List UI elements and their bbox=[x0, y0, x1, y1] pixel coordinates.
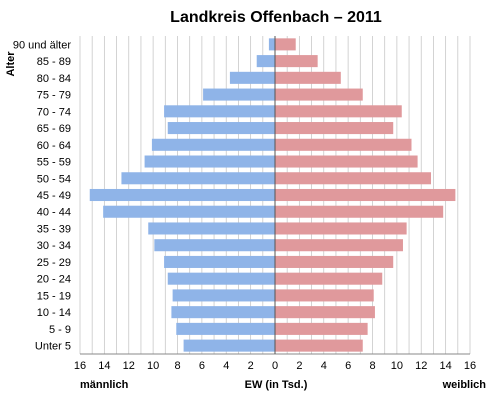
y-tick-label: 20 - 24 bbox=[37, 274, 71, 286]
bar-male bbox=[172, 289, 275, 302]
bar-female bbox=[275, 105, 402, 118]
x-tick-label: 2 bbox=[248, 360, 254, 372]
x-tick-label: 6 bbox=[199, 360, 205, 372]
x-tick-label: 14 bbox=[98, 360, 110, 372]
bar-female bbox=[275, 122, 394, 135]
x-tick-label: 0 bbox=[272, 360, 278, 372]
bar-female bbox=[275, 255, 394, 268]
bar-female bbox=[275, 188, 456, 202]
bar-male bbox=[183, 339, 275, 352]
right-series-label: weiblich bbox=[442, 379, 487, 391]
x-tick-label: 8 bbox=[369, 360, 375, 372]
x-tick-label: 10 bbox=[391, 360, 403, 372]
bar-male bbox=[154, 239, 275, 252]
y-tick-label: 80 - 84 bbox=[37, 73, 71, 85]
bar-male bbox=[164, 255, 275, 268]
bar-male bbox=[148, 222, 275, 235]
y-tick-label: 35 - 39 bbox=[37, 223, 71, 235]
bar-male bbox=[164, 105, 275, 118]
x-axis-label: EW (in Tsd.) bbox=[245, 379, 308, 391]
x-tick-label: 4 bbox=[223, 360, 229, 372]
bar-male bbox=[121, 172, 275, 185]
y-tick-label: 60 - 64 bbox=[37, 140, 71, 152]
bar-female bbox=[275, 289, 374, 302]
y-tick-label: 10 - 14 bbox=[37, 307, 71, 319]
bar-female bbox=[275, 38, 296, 51]
bars-group bbox=[89, 36, 456, 354]
x-tick-labels: 16 14 12 10 8 6 4 2 0 2 4 6 8 10 12 14 16 bbox=[74, 360, 476, 372]
bar-female bbox=[275, 155, 418, 168]
bar-female bbox=[275, 172, 431, 185]
bar-male bbox=[203, 88, 275, 101]
bar-male bbox=[256, 55, 275, 68]
x-tick-label: 4 bbox=[321, 360, 327, 372]
x-tick-label: 12 bbox=[415, 360, 427, 372]
y-tick-label: 30 - 34 bbox=[37, 240, 71, 252]
y-tick-label: 65 - 69 bbox=[37, 123, 71, 135]
bar-female bbox=[275, 222, 407, 235]
bar-female bbox=[275, 272, 383, 285]
y-tick-label: 85 - 89 bbox=[37, 56, 71, 68]
bar-female bbox=[275, 88, 363, 101]
bar-male bbox=[167, 272, 275, 285]
x-tick-label: 16 bbox=[74, 360, 86, 372]
bar-male bbox=[171, 306, 275, 319]
y-tick-label: 45 - 49 bbox=[37, 190, 71, 202]
bar-female bbox=[275, 71, 341, 84]
y-tick-labels: 90 und älter 85 - 89 80 - 84 75 - 79 70 - 74… bbox=[13, 39, 71, 352]
bar-male bbox=[103, 205, 275, 218]
chart-title: Landkreis Offenbach – 2011 bbox=[170, 9, 382, 26]
x-tick-label: 14 bbox=[440, 360, 452, 372]
bar-female bbox=[275, 322, 368, 335]
y-tick-label: 75 - 79 bbox=[37, 90, 71, 102]
left-series-label: männlich bbox=[80, 379, 129, 391]
y-tick-label: 55 - 59 bbox=[37, 157, 71, 169]
y-tick-label: Unter 5 bbox=[35, 341, 71, 353]
x-tick-label: 12 bbox=[123, 360, 135, 372]
y-tick-label: 40 - 44 bbox=[37, 207, 71, 219]
bar-female bbox=[275, 339, 363, 352]
bar-male bbox=[229, 71, 275, 84]
x-tick-label: 10 bbox=[147, 360, 159, 372]
bar-male bbox=[268, 38, 275, 51]
bar-female bbox=[275, 55, 318, 68]
bar-female bbox=[275, 138, 412, 151]
x-tick-label: 16 bbox=[464, 360, 476, 372]
y-tick-label: 70 - 74 bbox=[37, 106, 71, 118]
bar-female bbox=[275, 239, 403, 252]
bar-female bbox=[275, 306, 375, 319]
x-tick-label: 6 bbox=[345, 360, 351, 372]
y-tick-label: 50 - 54 bbox=[37, 173, 71, 185]
bar-male bbox=[144, 155, 275, 168]
y-tick-label: 25 - 29 bbox=[37, 257, 71, 269]
y-tick-label: 5 - 9 bbox=[49, 324, 71, 336]
bar-female bbox=[275, 205, 444, 218]
bar-male bbox=[167, 122, 275, 135]
y-tick-label: 15 - 19 bbox=[37, 290, 71, 302]
bar-male bbox=[89, 188, 275, 202]
y-axis-label: Alter bbox=[5, 51, 17, 77]
x-tick-label: 8 bbox=[174, 360, 180, 372]
bar-male bbox=[151, 138, 275, 151]
y-tick-label: 90 und älter bbox=[13, 39, 71, 51]
bar-male bbox=[176, 322, 275, 335]
x-tick-label: 2 bbox=[296, 360, 302, 372]
